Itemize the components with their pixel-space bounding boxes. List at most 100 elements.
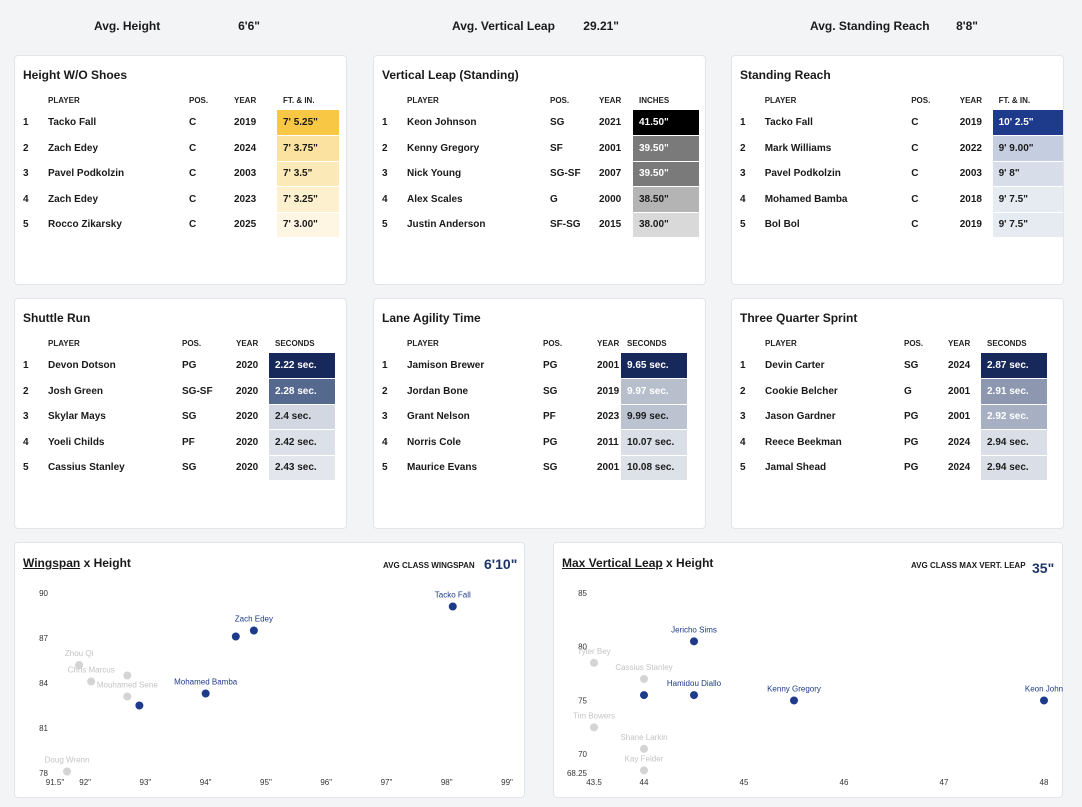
- year-cell: 2011: [597, 436, 619, 448]
- point-label: Doug Wrenn: [45, 756, 90, 765]
- chart-title-main: Max Vertical Leap: [562, 556, 663, 570]
- table-row: 2 Jordan Bone SG 2019 9.97 sec.: [382, 378, 687, 405]
- x-tick-label: 98": [441, 778, 453, 787]
- column-header: YEAR: [597, 338, 620, 348]
- player-cell: Alex Scales: [407, 193, 463, 205]
- value-cell: 7' 3.75": [277, 135, 339, 162]
- table-row: 1 Jamison Brewer PG 2001 9.65 sec.: [382, 353, 687, 379]
- year-cell: 2023: [597, 411, 620, 423]
- leaderboard-card: Height W/O Shoes PLAYER POS. YEAR FT. & IN. 1…: [14, 55, 347, 285]
- table-row: 1 Tacko Fall C 2019 10' 2.5": [740, 110, 1063, 136]
- column-header: YEAR: [948, 338, 971, 348]
- rank-header: [740, 90, 765, 110]
- value-cell: 7' 5.25": [277, 110, 339, 136]
- table-row: 4 Yoeli Childs PF 2020 2.42 sec.: [23, 429, 335, 456]
- avg-vertical-leap-label: Avg. Vertical Leap: [452, 19, 555, 33]
- pos-cell: SG: [182, 411, 197, 423]
- column-header: PLAYER: [48, 95, 80, 105]
- x-tick-label: 94": [200, 778, 212, 787]
- table-row: 5 Justin Anderson SF-SG 2015 38.00": [382, 212, 699, 238]
- column-header: SECONDS: [275, 338, 315, 348]
- column-header: YEAR: [959, 95, 982, 105]
- pos-cell: C: [911, 117, 919, 129]
- rank-cell: 3: [23, 168, 29, 180]
- player-cell: Kenny Gregory: [407, 142, 480, 154]
- table-row: 3 Skylar Mays SG 2020 2.4 sec.: [23, 404, 335, 430]
- player-cell: Mohamed Bamba: [764, 193, 848, 205]
- avg-class-value: 35": [1032, 560, 1055, 576]
- value-cell: 7' 3.00": [277, 212, 339, 238]
- rank-cell: 5: [23, 462, 29, 474]
- value-cell: 9.97 sec.: [621, 378, 687, 405]
- leaderboard-table: PLAYER POS. YEAR FT. & IN. 1 Tacko Fall C 2019 1…: [740, 90, 1063, 238]
- pos-cell: SG: [543, 385, 558, 397]
- player-cell: Reece Beekman: [765, 436, 842, 448]
- chart-title-rest: x Height: [662, 556, 714, 570]
- value-cell: 10.07 sec.: [621, 429, 687, 456]
- year-cell: 2001: [597, 462, 620, 474]
- column-header: PLAYER: [407, 338, 439, 348]
- x-tick-label: 96": [320, 778, 332, 787]
- value-cell: 2.42 sec.: [269, 429, 335, 456]
- table-header-row: PLAYER POS. YEAR FT. & IN.: [740, 90, 1063, 110]
- player-cell: Tacko Fall: [48, 117, 97, 129]
- point-label: Jericho Sims: [671, 625, 717, 634]
- value-cell: 9' 7.5": [992, 186, 1063, 213]
- vertical-leap-height-chart-card: Max Vertical Leap x Height AVG CLASS MAX…: [553, 542, 1063, 798]
- year-cell: 2003: [959, 168, 982, 180]
- player-cell: Zach Edey: [48, 142, 99, 154]
- year-cell: 2015: [599, 219, 622, 231]
- leaderboard-table: PLAYER POS. YEAR SECONDS 1 Devin Carter SG 2024…: [740, 333, 1047, 481]
- leaderboard-card: Vertical Leap (Standing) PLAYER POS. YEAR IN…: [373, 55, 706, 285]
- value-cell: 2.4 sec.: [269, 404, 335, 430]
- pos-cell: PG: [182, 360, 197, 372]
- chart-title-main: Wingspan: [23, 556, 81, 570]
- leaderboard-card: Lane Agility Time PLAYER POS. YEAR SECONDS 1 J…: [373, 298, 706, 529]
- table-row: 2 Mark Williams C 2022 9' 9.00": [740, 135, 1063, 162]
- year-cell: 2019: [959, 117, 982, 129]
- column-header: YEAR: [236, 338, 259, 348]
- player-cell: Grant Nelson: [407, 411, 470, 423]
- table-row: 2 Josh Green SG-SF 2020 2.28 sec.: [23, 378, 335, 405]
- value-cell: 9.65 sec.: [621, 353, 687, 379]
- table-row: 5 Rocco Zikarsky C 2025 7' 3.00": [23, 212, 339, 238]
- point-label: Keon John: [1025, 684, 1063, 693]
- player-cell: Jason Gardner: [765, 411, 836, 423]
- x-tick-label: 46: [840, 778, 849, 787]
- value-cell: 9' 8": [992, 161, 1063, 187]
- scatter-point: [135, 701, 144, 710]
- table-row: 3 Jason Gardner PG 2001 2.92 sec.: [740, 404, 1047, 430]
- table-row: 5 Maurice Evans SG 2001 10.08 sec.: [382, 455, 687, 481]
- value-cell: 9' 7.5": [992, 212, 1063, 238]
- year-cell: 2024: [234, 142, 257, 154]
- year-cell: 2022: [959, 142, 982, 154]
- leaderboard-table: PLAYER POS. YEAR SECONDS 1 Jamison Brewer PG 20…: [382, 333, 687, 481]
- card-title: Lane Agility Time: [382, 311, 481, 325]
- pos-cell: C: [911, 193, 919, 205]
- column-header: INCHES: [639, 95, 670, 105]
- year-cell: 2020: [236, 385, 259, 397]
- column-header: POS.: [182, 338, 202, 348]
- column-header: POS.: [911, 95, 931, 105]
- value-cell: 10' 2.5": [992, 110, 1063, 136]
- rank-cell: 1: [23, 117, 29, 129]
- y-tick-label: 70: [578, 750, 587, 759]
- x-tick-label: 93": [140, 778, 152, 787]
- year-cell: 2001: [599, 142, 622, 154]
- rank-cell: 3: [740, 168, 746, 180]
- player-cell: Jamison Brewer: [407, 360, 485, 372]
- rank-cell: 1: [23, 360, 29, 372]
- player-cell: Norris Cole: [407, 436, 461, 448]
- rank-cell: 4: [23, 193, 29, 205]
- year-cell: 2019: [959, 219, 982, 231]
- rank-cell: 3: [740, 411, 746, 423]
- table-header-row: PLAYER POS. YEAR FT. & IN.: [23, 90, 339, 110]
- y-tick-label: 90: [39, 589, 48, 598]
- player-cell: Pavel Podkolzin: [48, 168, 125, 180]
- rank-cell: 2: [740, 385, 746, 397]
- avg-height-label: Avg. Height: [94, 19, 161, 33]
- scatter-point: [1040, 696, 1048, 705]
- y-tick-label: 85: [578, 589, 587, 598]
- rank-header: [382, 333, 407, 353]
- scatter-point: [231, 632, 240, 641]
